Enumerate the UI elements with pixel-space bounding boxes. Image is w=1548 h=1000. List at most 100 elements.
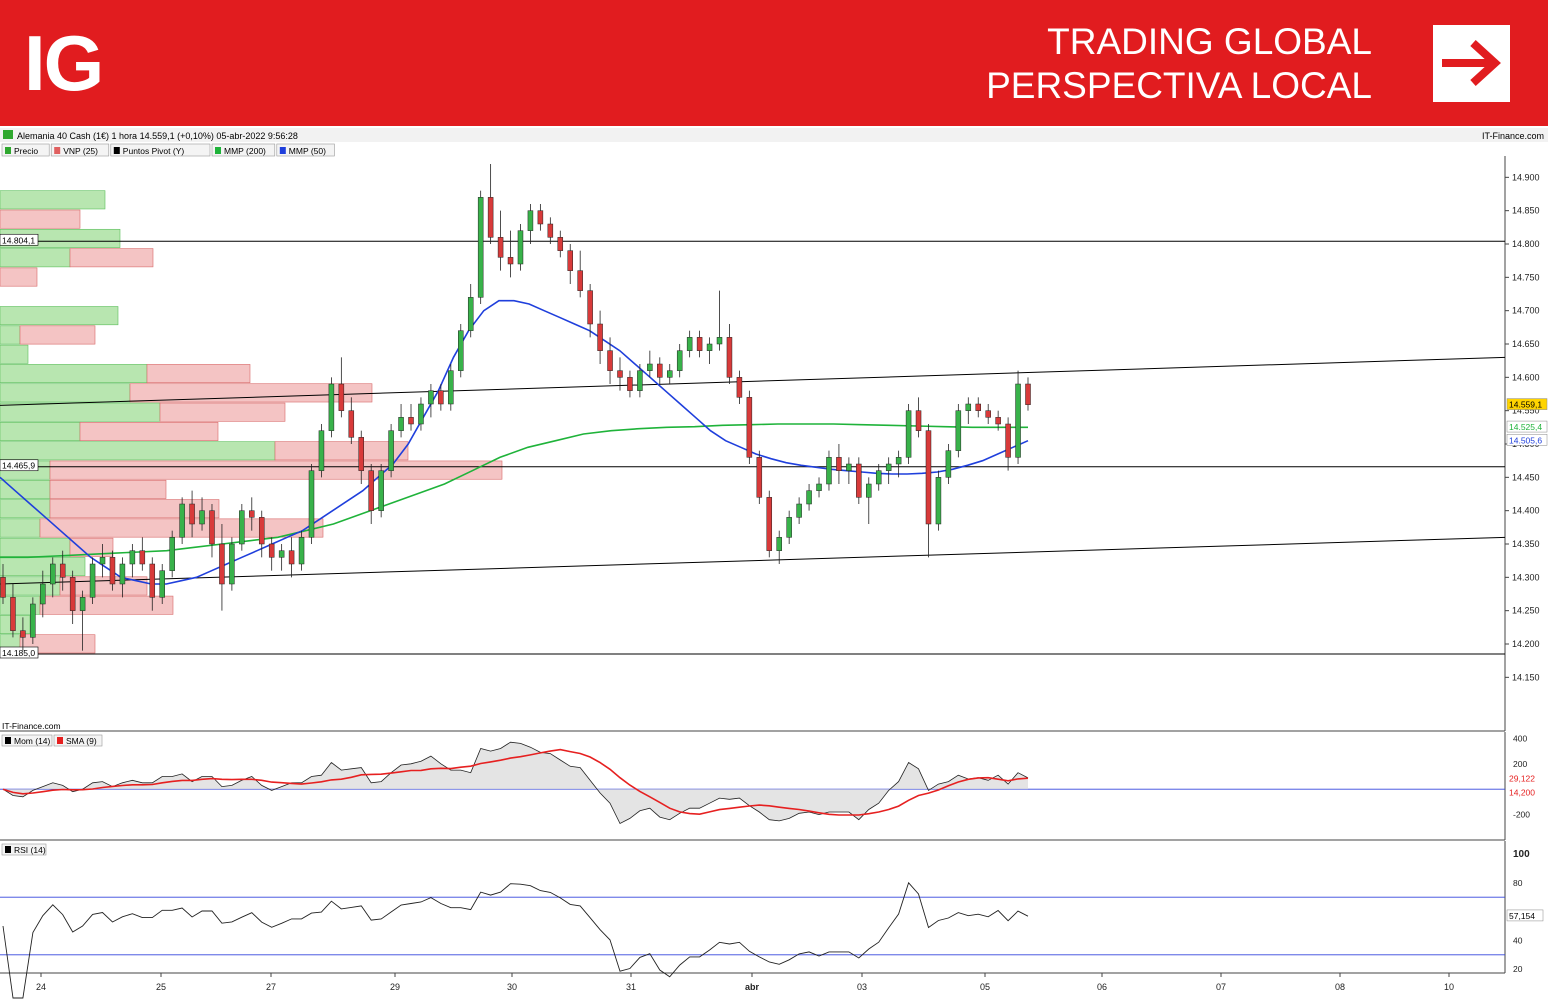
chart-title: Alemania 40 Cash (1€) 1 hora 14.559,1 (+… bbox=[17, 131, 298, 141]
candle-body bbox=[358, 437, 365, 471]
header-banner: IG TRADING GLOBAL PERSPECTIVA LOCAL bbox=[0, 0, 1548, 126]
candle-body bbox=[1005, 423, 1011, 458]
legend-swatch bbox=[5, 147, 11, 154]
candle-body bbox=[199, 510, 205, 525]
y-tick-label: 14.400 bbox=[1512, 506, 1540, 516]
candle-body bbox=[587, 290, 593, 325]
title-bar bbox=[0, 128, 1548, 142]
candle-body bbox=[438, 390, 444, 405]
candle-body bbox=[278, 550, 285, 558]
mom-tick-label: 200 bbox=[1513, 759, 1527, 769]
candle-body bbox=[487, 197, 494, 238]
legend-item bbox=[50, 143, 110, 157]
trend-line-lower bbox=[0, 536, 1506, 585]
mom-tick-label: 400 bbox=[1513, 733, 1527, 743]
volume-profile-bar bbox=[19, 634, 96, 654]
legend-label: MMP (200) bbox=[224, 146, 266, 156]
y-tick-label: 14.900 bbox=[1512, 172, 1540, 182]
candle-body bbox=[706, 343, 713, 351]
candle-body bbox=[467, 297, 474, 331]
volume-profile-bar bbox=[0, 422, 81, 441]
legend-item bbox=[276, 143, 335, 157]
volume-profile-bar bbox=[0, 209, 81, 229]
y-tick-label: 14.300 bbox=[1512, 572, 1540, 582]
mom-tick-label: -200 bbox=[1513, 810, 1530, 820]
y-tick-label: 14.850 bbox=[1512, 206, 1540, 216]
candle-body bbox=[318, 430, 325, 471]
y-tick-label: 14.550 bbox=[1512, 406, 1540, 416]
volume-profile-bar bbox=[79, 422, 219, 441]
volume-profile-bar bbox=[146, 364, 251, 384]
candle-body bbox=[268, 543, 275, 558]
slogan-line-2: PERSPECTIVA LOCAL bbox=[986, 65, 1372, 106]
candle-body bbox=[338, 383, 345, 411]
candle-body bbox=[955, 410, 962, 451]
volume-profile-bar bbox=[0, 441, 276, 461]
ma200-badge: 14.525,4 bbox=[1509, 422, 1542, 432]
candle-body bbox=[179, 503, 185, 538]
candle-body bbox=[617, 370, 623, 378]
pivot-label: 14.804,1 bbox=[2, 235, 35, 245]
y-tick-label: 14.250 bbox=[1512, 606, 1540, 616]
candle-body bbox=[328, 383, 335, 431]
x-tick-label: 08 bbox=[1335, 982, 1345, 992]
y-tick-label: 14.750 bbox=[1512, 272, 1540, 282]
rsi-line bbox=[2, 881, 1029, 999]
candle-body bbox=[109, 557, 116, 585]
pivot-label-box bbox=[0, 233, 39, 246]
y-tick-label: 14.650 bbox=[1512, 339, 1540, 349]
volume-profile-bar bbox=[0, 364, 148, 384]
volume-profile-bar bbox=[49, 479, 167, 499]
sma-legend-box bbox=[53, 734, 103, 747]
rsi-badge: 57,154 bbox=[1509, 911, 1535, 921]
volume-profile-bar bbox=[69, 248, 154, 268]
candle-body bbox=[895, 457, 902, 465]
candle-body bbox=[766, 497, 773, 551]
volume-profile-bar bbox=[0, 190, 106, 210]
candle-body bbox=[408, 417, 414, 425]
candle-body bbox=[746, 397, 753, 458]
ig-logo[interactable]: IG bbox=[24, 19, 104, 107]
sma-badge: 14,200 bbox=[1509, 787, 1535, 797]
candle-body bbox=[736, 377, 743, 398]
candle-body bbox=[69, 577, 76, 611]
candle-body bbox=[806, 490, 812, 505]
candle-body bbox=[99, 557, 106, 565]
pivot-label: 14.465,9 bbox=[2, 461, 35, 471]
candle-body bbox=[368, 470, 374, 511]
x-tick-label: 03 bbox=[857, 982, 867, 992]
candle-body bbox=[866, 483, 872, 498]
candle-body bbox=[1015, 383, 1021, 458]
slogan: TRADING GLOBAL PERSPECTIVA LOCAL bbox=[986, 20, 1372, 108]
candle-body bbox=[607, 350, 613, 371]
candle-body bbox=[497, 237, 504, 258]
legend-swatch bbox=[113, 147, 120, 154]
candle-body bbox=[159, 570, 165, 598]
slogan-line-1: TRADING GLOBAL bbox=[1047, 21, 1372, 62]
candle-body bbox=[507, 257, 514, 265]
candle-body bbox=[239, 510, 245, 545]
candle-body bbox=[975, 403, 981, 411]
volume-profile-bar bbox=[0, 267, 38, 287]
y-tick-label: 14.450 bbox=[1512, 472, 1540, 482]
rsi-tick-label: 40 bbox=[1513, 935, 1523, 945]
candle-body bbox=[875, 470, 882, 485]
candle-body bbox=[298, 537, 305, 565]
candle-body bbox=[119, 563, 126, 585]
right-arrow-button[interactable] bbox=[1433, 25, 1510, 102]
candle-body bbox=[527, 210, 534, 231]
candle-body bbox=[149, 563, 156, 598]
y-tick-label: 14.200 bbox=[1512, 639, 1540, 649]
candle-body bbox=[20, 630, 26, 638]
candle-body bbox=[885, 463, 892, 471]
rsi-tick-label: 80 bbox=[1513, 878, 1523, 888]
last-price-badge-box bbox=[1506, 398, 1548, 410]
candle-body bbox=[40, 583, 46, 605]
candle-body bbox=[249, 510, 255, 518]
pivot-label: 14.185,0 bbox=[2, 648, 35, 658]
volume-profile-bar bbox=[159, 402, 286, 422]
candle-body bbox=[627, 377, 633, 391]
volume-profile-bar bbox=[0, 248, 71, 268]
volume-profile-bar bbox=[0, 344, 29, 364]
rsi-legend-swatch bbox=[5, 846, 11, 853]
